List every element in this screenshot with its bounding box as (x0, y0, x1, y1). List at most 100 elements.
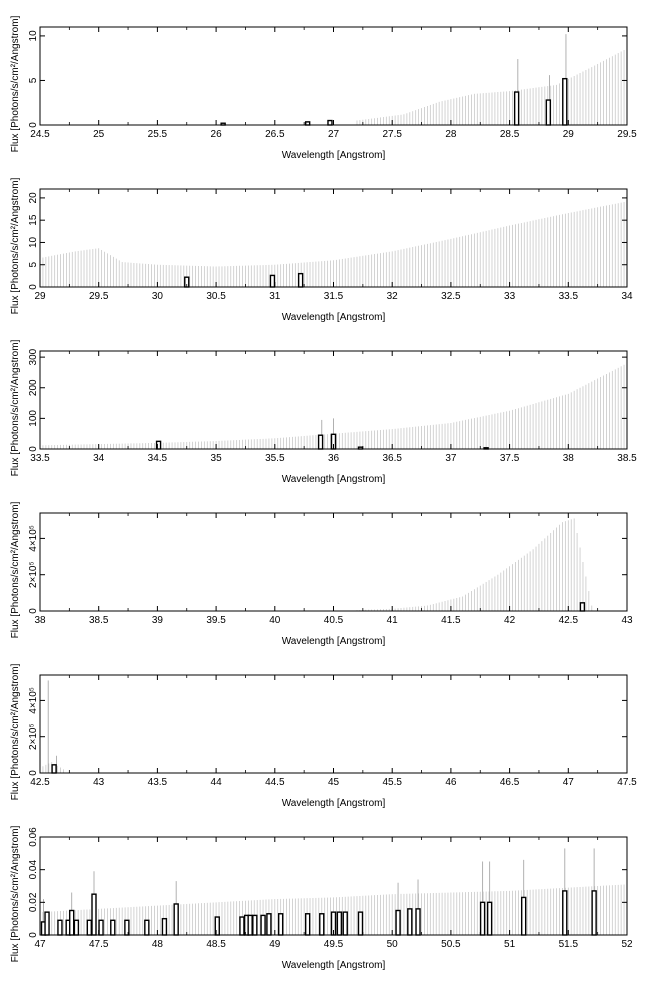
chart-bar (486, 901, 493, 936)
x-tick-label: 35.5 (265, 453, 285, 464)
y-axis-label: Flux [Photons/s/cm²/Angstrom] (10, 339, 21, 476)
x-tick-label: 29 (34, 291, 46, 302)
x-tick-label: 26 (211, 129, 223, 140)
chart-bar (266, 913, 272, 936)
x-tick-label: 35 (211, 453, 223, 464)
chart-bar (98, 919, 104, 936)
y-tick-label: 4×10⁵ (28, 525, 39, 552)
x-tick-label: 42 (504, 615, 516, 626)
y-tick-label: 0.04 (28, 860, 39, 880)
chart-bar (415, 908, 421, 936)
x-tick-label: 47.5 (617, 777, 637, 788)
chart-bar (161, 917, 168, 936)
x-tick-label: 33.5 (30, 453, 50, 464)
x-tick-label: 26.5 (265, 129, 285, 140)
chart-bar (57, 919, 63, 936)
y-tick-label: 5 (28, 262, 39, 268)
x-tick-label: 52 (621, 939, 633, 950)
chart-bar (395, 909, 401, 936)
upper-limit-lines (356, 48, 628, 125)
y-tick-label: 5 (28, 77, 39, 83)
chart-svg: 38 38.5 39 39.5 40 40.5 41 41.5 42 42.5 43 0 2×10⁵ 4×… (10, 501, 633, 647)
chart-bar (252, 914, 258, 936)
y-tick-label: 0.06 (28, 827, 39, 847)
x-tick-label: 43 (621, 615, 633, 626)
y-axis-label: Flux [Photons/s/cm²/Angstrom] (10, 177, 21, 314)
x-axis-label: Wavelength [Angstrom] (282, 474, 386, 485)
y-tick-label: 0 (28, 608, 39, 614)
x-tick-label: 37 (445, 453, 457, 464)
y-tick-label: 10 (28, 236, 39, 248)
chart-bar (479, 901, 486, 936)
y-tick-label: 0 (28, 284, 39, 290)
x-tick-label: 50.5 (441, 939, 461, 950)
x-tick-label: 48 (152, 939, 164, 950)
x-tick-label: 51 (504, 939, 516, 950)
chart-bar (319, 913, 325, 936)
x-tick-label: 48.5 (206, 939, 226, 950)
x-tick-label: 38.5 (89, 615, 109, 626)
x-tick-label: 44.5 (265, 777, 285, 788)
chart-bar (591, 890, 597, 936)
chart-panel: 47 47.5 48 48.5 49 49.5 50 50.5 51 51.5 52 0 0.02 0.0… (0, 810, 647, 971)
y-tick-label: 2×10⁵ (28, 561, 39, 588)
x-tick-label: 30 (152, 291, 164, 302)
y-tick-label: 0 (28, 932, 39, 938)
chart-svg: 29 29.5 30 30.5 31 31.5 32 32.5 33 33.5 34 0 5 10 15 20… (10, 177, 633, 323)
x-axis-label: Wavelength [Angstrom] (282, 960, 386, 971)
chart-bar (86, 919, 93, 936)
chart-panel: 29 29.5 30 30.5 31 31.5 32 32.5 33 33.5 34 0 5 10 15 20… (0, 162, 647, 323)
chart-bar (51, 764, 57, 774)
y-axis-label: Flux [Photons/s/cm²/Angstrom] (10, 663, 21, 800)
x-tick-label: 46 (445, 777, 457, 788)
x-tick-label: 51.5 (559, 939, 579, 950)
x-tick-label: 27 (328, 129, 340, 140)
chart-bar (260, 914, 266, 936)
x-tick-label: 28.5 (500, 129, 520, 140)
chart-bar (173, 903, 179, 936)
y-tick-label: 15 (28, 214, 39, 226)
y-tick-label: 300 (28, 348, 39, 365)
chart-bar (562, 890, 568, 936)
x-tick-label: 43 (93, 777, 105, 788)
y-tick-label: 0 (28, 446, 39, 452)
y-tick-label: 100 (28, 410, 39, 427)
x-tick-label: 25 (93, 129, 105, 140)
x-tick-label: 49.5 (324, 939, 344, 950)
chart-bar (520, 896, 527, 936)
chart-bar (304, 913, 311, 936)
chart-bar (269, 274, 276, 288)
chart-bar (91, 893, 97, 936)
x-tick-label: 33.5 (559, 291, 579, 302)
x-tick-label: 32.5 (441, 291, 461, 302)
chart-panel: 38 38.5 39 39.5 40 40.5 41 41.5 42 42.5 43 0 2×10⁵ 4×… (0, 486, 647, 647)
x-tick-label: 37.5 (500, 453, 520, 464)
x-tick-label: 27.5 (382, 129, 402, 140)
x-tick-label: 49 (269, 939, 281, 950)
x-tick-label: 47.5 (89, 939, 109, 950)
chart-bar (73, 919, 80, 936)
x-tick-label: 31 (269, 291, 281, 302)
chart-panel: 33.5 34 34.5 35 35.5 36 36.5 37 37.5 38 38.5 0 100 20… (0, 324, 647, 485)
chart-bar (144, 919, 150, 936)
x-tick-label: 30.5 (206, 291, 226, 302)
x-tick-label: 41.5 (441, 615, 461, 626)
x-tick-label: 40 (269, 615, 281, 626)
x-axis-label: Wavelength [Angstrom] (282, 150, 386, 161)
x-tick-label: 38 (563, 453, 575, 464)
chart-bar (562, 77, 568, 126)
chart-bar (357, 911, 364, 936)
x-tick-label: 41 (387, 615, 399, 626)
chart-panel: 42.5 43 43.5 44 44.5 45 45.5 46 46.5 47 47.5 0 2×10⁵… (0, 648, 647, 809)
x-tick-label: 47 (563, 777, 575, 788)
upper-limit-lines (356, 518, 593, 611)
x-tick-label: 40.5 (324, 615, 344, 626)
chart-bar (336, 911, 343, 936)
x-tick-label: 38 (34, 615, 46, 626)
x-tick-label: 39.5 (206, 615, 226, 626)
x-axis-label: Wavelength [Angstrom] (282, 798, 386, 809)
x-tick-label: 47 (34, 939, 46, 950)
chart-bar (68, 909, 75, 936)
x-tick-label: 31.5 (324, 291, 344, 302)
chart-bar (239, 916, 245, 936)
